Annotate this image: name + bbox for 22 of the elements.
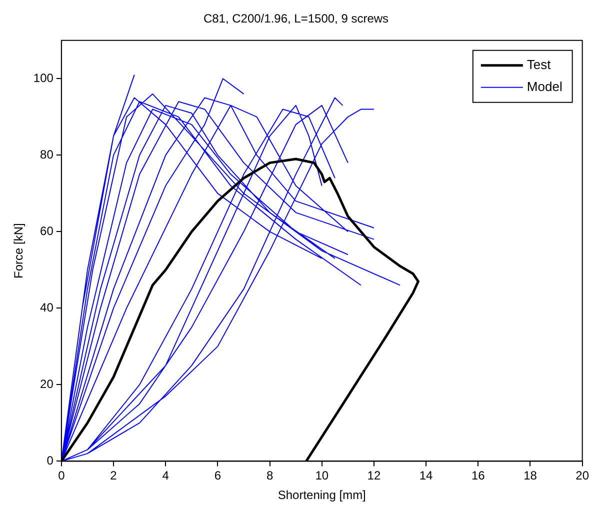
y-axis-title: Force [kN]	[12, 223, 26, 278]
x-tick-label: 12	[367, 468, 381, 483]
x-tick-label: 0	[58, 468, 66, 483]
x-tick-label: 10	[315, 468, 329, 483]
x-tick-label: 2	[110, 468, 118, 483]
x-tick-label: 6	[214, 468, 222, 483]
y-tick-label: 100	[33, 70, 54, 85]
x-tick-label: 16	[471, 468, 486, 483]
y-tick-label: 0	[46, 454, 54, 468]
legend-label: Model	[526, 78, 562, 94]
x-tick-label: 4	[162, 468, 170, 483]
x-tick-label: 18	[524, 468, 538, 483]
x-axis-title: Shortening [mm]	[278, 488, 366, 502]
x-tick-label: 20	[576, 468, 590, 483]
x-tick-label: 8	[266, 468, 274, 483]
chart-title: C81, C200/1.96, L=1500, 9 screws	[203, 12, 389, 26]
legend-label: Test	[526, 56, 552, 72]
y-tick-label: 60	[40, 224, 54, 238]
y-tick-label: 20	[40, 377, 54, 392]
y-tick-label: 80	[40, 147, 54, 162]
x-tick-label: 14	[419, 468, 434, 483]
y-tick-label: 40	[40, 300, 54, 314]
